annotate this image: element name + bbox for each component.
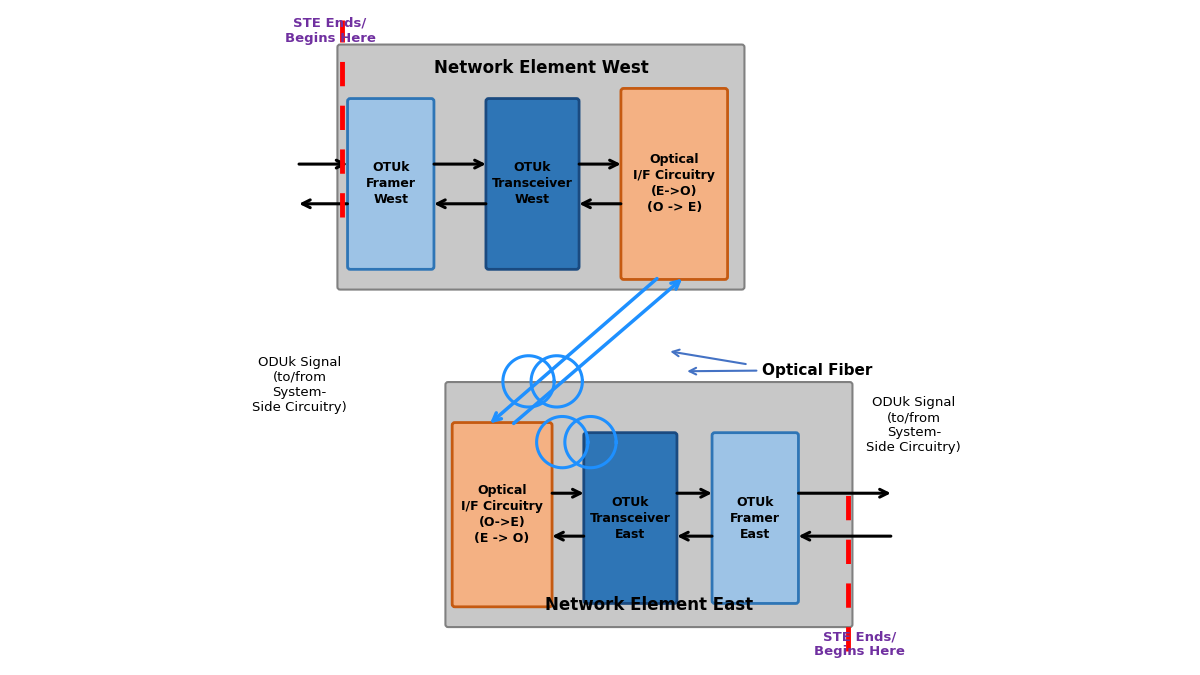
Text: Optical Fiber: Optical Fiber [690, 362, 872, 377]
FancyBboxPatch shape [583, 433, 677, 603]
FancyBboxPatch shape [348, 99, 434, 269]
Text: Optical
I/F Circuitry
(E->O)
(O -> E): Optical I/F Circuitry (E->O) (O -> E) [634, 153, 715, 215]
Text: OTUk
Transceiver
East: OTUk Transceiver East [590, 495, 671, 541]
FancyBboxPatch shape [452, 423, 552, 607]
Text: OTUk
Framer
West: OTUk Framer West [366, 161, 415, 207]
Text: STE Ends/
Begins Here: STE Ends/ Begins Here [815, 630, 905, 658]
Text: Optical
I/F Circuitry
(O->E)
(E -> O): Optical I/F Circuitry (O->E) (E -> O) [461, 484, 544, 545]
Text: ODUk Signal
(to/from
System-
Side Circuitry): ODUk Signal (to/from System- Side Circui… [252, 356, 347, 414]
Text: Network Element East: Network Element East [545, 596, 754, 614]
Text: Network Element West: Network Element West [433, 59, 648, 78]
Text: ODUk Signal
(to/from
System-
Side Circuitry): ODUk Signal (to/from System- Side Circui… [866, 396, 961, 454]
FancyBboxPatch shape [445, 382, 852, 627]
Text: OTUk
Transceiver
West: OTUk Transceiver West [492, 161, 572, 207]
FancyBboxPatch shape [712, 433, 798, 603]
Text: STE Ends/
Begins Here: STE Ends/ Begins Here [284, 17, 376, 45]
Text: OTUk
Framer
East: OTUk Framer East [731, 495, 780, 541]
FancyBboxPatch shape [337, 45, 744, 290]
FancyBboxPatch shape [620, 88, 727, 279]
FancyBboxPatch shape [486, 99, 580, 269]
